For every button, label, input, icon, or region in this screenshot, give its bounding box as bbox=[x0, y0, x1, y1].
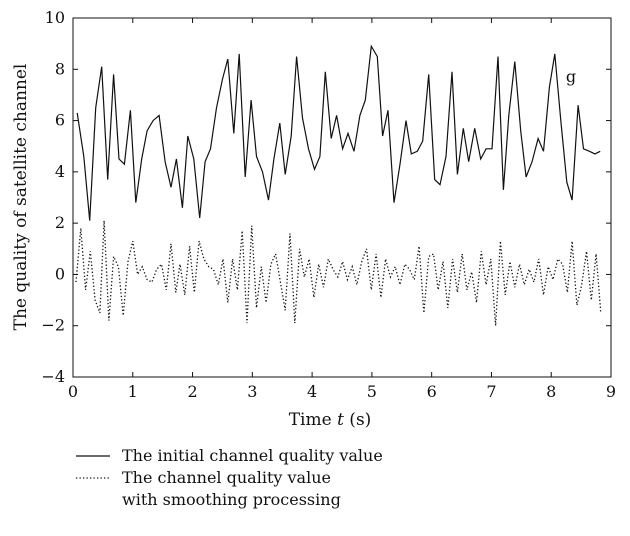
x-axis-title: Time t (s) bbox=[289, 410, 372, 430]
y-tick-label: −2 bbox=[41, 316, 65, 335]
legend-label: The initial channel quality value bbox=[122, 446, 383, 465]
legend: The initial channel quality value The cha… bbox=[76, 446, 383, 509]
legend-label: with smoothing processing bbox=[122, 490, 341, 509]
series-layer bbox=[75, 44, 602, 326]
x-tick-label: 3 bbox=[247, 382, 257, 401]
initial-quality-line bbox=[76, 44, 601, 221]
legend-label: The channel quality value bbox=[122, 468, 331, 487]
y-tick-label: 2 bbox=[55, 213, 65, 232]
y-tick-label: 8 bbox=[55, 59, 65, 78]
y-tick-label: 6 bbox=[55, 111, 65, 130]
x-tick-label: 6 bbox=[427, 382, 437, 401]
y-axis-title: The quality of satellite channel bbox=[11, 64, 31, 331]
x-tick-label: 5 bbox=[367, 382, 377, 401]
x-tick-label: 7 bbox=[486, 382, 496, 401]
annotation-g: g bbox=[566, 67, 576, 86]
y-tick-label: 10 bbox=[45, 8, 65, 27]
x-axis-title-variable: t bbox=[337, 410, 344, 430]
x-tick-label: 4 bbox=[307, 382, 317, 401]
y-tick-label: 4 bbox=[55, 162, 65, 181]
plot-area-frame bbox=[72, 17, 612, 378]
y-tick-label: −4 bbox=[41, 367, 65, 386]
x-tick-label: 2 bbox=[187, 382, 197, 401]
y-tick-label: 0 bbox=[55, 264, 65, 283]
x-tick-label: 8 bbox=[546, 382, 556, 401]
axis-ticks: 0 1 2 3 4 5 6 7 8 9 −4 −2 0 2 4 6 8 10 bbox=[41, 8, 616, 401]
x-tick-label: 1 bbox=[128, 382, 138, 401]
smoothed-quality-line bbox=[75, 220, 602, 326]
x-axis-title-suffix: (s) bbox=[344, 410, 371, 430]
x-tick-label: 0 bbox=[68, 382, 78, 401]
x-axis-title-prefix: Time bbox=[289, 410, 337, 430]
x-tick-label: 9 bbox=[606, 382, 616, 401]
